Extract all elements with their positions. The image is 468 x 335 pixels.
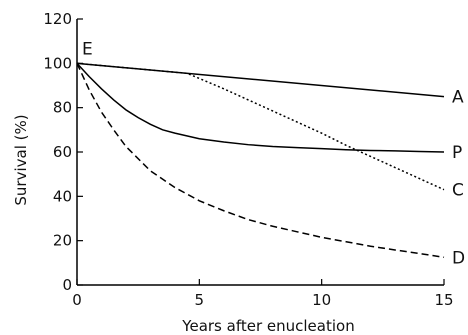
y-tick-label-120: 120 [43, 10, 72, 28]
y-axis-title: Survival (%) [12, 114, 30, 205]
series-line-d [76, 63, 445, 259]
series-label-c: C [452, 181, 464, 201]
series-label-p: P [452, 143, 462, 163]
series-line-p [76, 62, 445, 153]
y-tick-label-100: 100 [43, 54, 72, 72]
labels: Years after enucleation Survival (%) E A… [12, 39, 465, 335]
series [76, 62, 445, 259]
x-tick-label-5: 5 [195, 291, 205, 309]
y-tick-label-40: 40 [53, 187, 72, 205]
x-tick-label-0: 0 [72, 291, 82, 309]
series-label-a: A [452, 88, 464, 108]
series-line-c [76, 62, 445, 191]
x-tick-label-10: 10 [312, 291, 331, 309]
ticks: 0 20 40 60 80 100 120 0 5 10 15 [43, 10, 453, 309]
x-tick-label-15: 15 [434, 291, 453, 309]
y-tick-label-20: 20 [53, 232, 72, 250]
origin-label-e: E [82, 39, 93, 59]
series-label-d: D [452, 248, 465, 268]
y-tick-label-80: 80 [53, 99, 72, 117]
y-tick-label-60: 60 [53, 143, 72, 161]
series-line-a [76, 62, 445, 98]
y-tick-label-0: 0 [62, 276, 72, 294]
x-axis-title: Years after enucleation [181, 317, 354, 335]
